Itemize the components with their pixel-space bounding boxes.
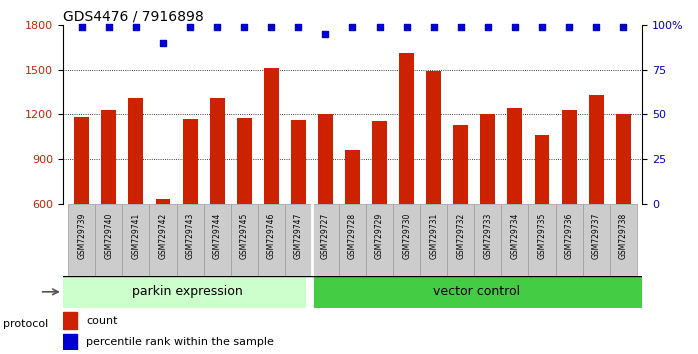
FancyBboxPatch shape [420,204,447,275]
FancyBboxPatch shape [583,204,609,275]
FancyBboxPatch shape [63,275,306,308]
Bar [345,150,360,293]
Text: GSM729740: GSM729740 [104,212,113,259]
Point [482,24,493,29]
Text: percentile rank within the sample: percentile rank within the sample [86,337,274,347]
Text: GSM729732: GSM729732 [456,212,466,259]
Bar [453,125,468,293]
Bar [372,121,387,293]
FancyBboxPatch shape [96,204,122,275]
Text: GSM729727: GSM729727 [321,212,330,259]
FancyBboxPatch shape [285,204,312,275]
FancyBboxPatch shape [366,204,393,275]
Bar [63,312,77,329]
Bar [318,114,333,293]
Bar [399,53,414,293]
Bar [507,108,522,293]
Point [401,24,413,29]
Point [292,24,304,29]
Point [536,24,547,29]
FancyBboxPatch shape [556,204,583,275]
Text: GSM729738: GSM729738 [618,212,628,259]
Bar [480,114,496,293]
Point [320,31,331,36]
Text: GSM729739: GSM729739 [77,212,87,259]
Bar [426,71,441,293]
Bar [128,98,143,293]
Text: GSM729741: GSM729741 [131,212,140,259]
Bar [588,95,604,293]
FancyBboxPatch shape [177,204,204,275]
Bar [616,114,631,293]
Text: GSM729734: GSM729734 [510,212,519,259]
Text: GSM729743: GSM729743 [186,212,195,259]
Text: GSM729747: GSM729747 [294,212,303,259]
Text: GSM729746: GSM729746 [267,212,276,259]
Bar [562,110,577,293]
Text: GSM729728: GSM729728 [348,212,357,259]
Point [266,24,277,29]
FancyBboxPatch shape [501,204,528,275]
Point [239,24,250,29]
Text: GSM729742: GSM729742 [158,212,168,259]
Bar [209,98,225,293]
Point [347,24,358,29]
FancyBboxPatch shape [149,204,177,275]
Point [76,24,87,29]
Text: GDS4476 / 7916898: GDS4476 / 7916898 [63,10,204,24]
Text: GSM729729: GSM729729 [375,212,384,259]
Point [184,24,195,29]
Text: GSM729730: GSM729730 [402,212,411,259]
Bar [264,68,279,293]
FancyBboxPatch shape [312,204,339,275]
FancyBboxPatch shape [312,275,642,308]
Point [563,24,574,29]
Text: protocol: protocol [3,319,49,329]
Text: GSM729733: GSM729733 [483,212,492,259]
Text: GSM729736: GSM729736 [565,212,574,259]
Text: parkin expression: parkin expression [132,285,243,298]
Text: vector control: vector control [433,285,521,298]
Text: count: count [86,316,117,326]
FancyBboxPatch shape [609,204,637,275]
Bar [156,199,170,293]
Point [428,24,439,29]
Text: GSM729744: GSM729744 [213,212,222,259]
Point [211,24,223,29]
FancyBboxPatch shape [204,204,230,275]
FancyBboxPatch shape [68,204,96,275]
FancyBboxPatch shape [528,204,556,275]
FancyBboxPatch shape [122,204,149,275]
Point [131,24,142,29]
Point [591,24,602,29]
FancyBboxPatch shape [258,204,285,275]
Point [374,24,385,29]
Point [103,24,114,29]
FancyBboxPatch shape [339,204,366,275]
FancyBboxPatch shape [475,204,501,275]
FancyBboxPatch shape [447,204,475,275]
FancyBboxPatch shape [230,204,258,275]
Bar [535,135,549,293]
Bar [291,120,306,293]
Bar [183,119,198,293]
Text: GSM729731: GSM729731 [429,212,438,259]
Point [510,24,521,29]
Point [455,24,466,29]
Bar [74,116,89,293]
FancyBboxPatch shape [393,204,420,275]
Text: GSM729745: GSM729745 [239,212,248,259]
Bar [237,118,252,293]
Text: GSM729737: GSM729737 [592,212,601,259]
Text: GSM729735: GSM729735 [537,212,547,259]
Point [618,24,629,29]
Bar [101,110,117,293]
Bar [63,333,77,350]
Point [158,40,169,46]
